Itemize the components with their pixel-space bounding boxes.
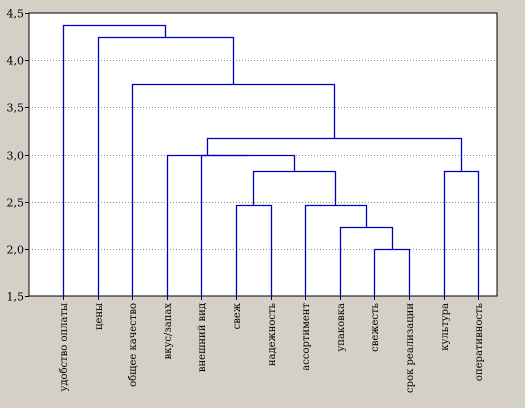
y-tick-label: 3,0 — [7, 150, 25, 163]
y-tick-label: 3,5 — [7, 102, 25, 115]
leaf-label: внешний вид — [197, 303, 208, 372]
leaf-label: надежность — [267, 302, 278, 366]
leaf-label: срок реализации — [405, 303, 416, 393]
y-tick-label: 2,5 — [7, 197, 25, 210]
leaf-label: оперативность — [474, 302, 485, 381]
dendrogram-link — [62, 24, 167, 297]
leaf-label: цены — [94, 303, 105, 330]
y-tick-label: 4,5 — [7, 8, 25, 21]
leaf-label: общее качество — [128, 303, 139, 387]
leaf-label: культура — [440, 303, 451, 351]
leaf-label: ассортимент — [301, 303, 312, 371]
leaf-label: свеж — [232, 302, 243, 329]
leaf-label: свежесть — [370, 302, 381, 351]
dendrogram-link — [166, 154, 249, 297]
y-tick-label: 1,5 — [7, 291, 25, 304]
y-tick-label: 2,0 — [7, 244, 25, 257]
plot-area — [28, 12, 498, 297]
leaf-label: вкус/запах — [163, 303, 174, 360]
leaf-label: удобство оплаты — [59, 303, 70, 392]
y-tick-label: 4,0 — [7, 55, 25, 68]
leaf-label: упаковка — [336, 303, 347, 352]
